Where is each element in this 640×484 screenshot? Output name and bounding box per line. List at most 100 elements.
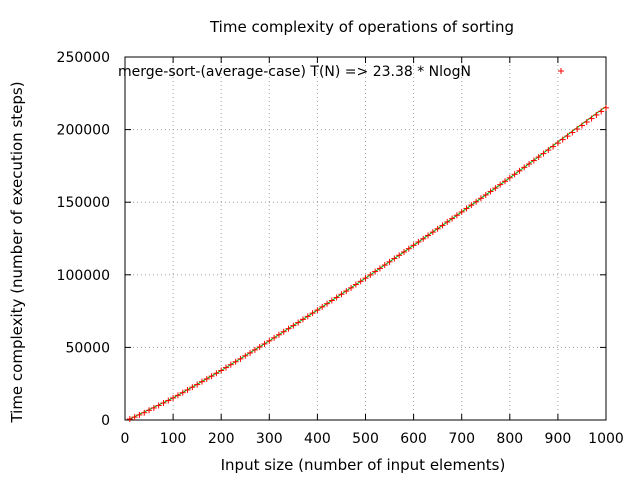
data-point-marker [492,185,499,192]
x-tick-label: 1000 [588,431,624,447]
x-tick-label: 200 [208,431,235,447]
data-point-marker [372,268,379,275]
data-point-marker [227,361,234,368]
data-point-marker [521,164,528,171]
x-tick-label: 100 [160,431,187,447]
data-point-marker [261,340,268,347]
data-point-marker [598,108,605,115]
y-tick-label: 250000 [57,50,110,66]
data-point-marker [165,397,172,404]
data-point-marker [449,215,456,222]
data-point-marker [376,265,383,272]
data-point-marker [328,297,335,304]
data-point-marker [444,218,451,225]
data-point-marker [309,310,316,317]
data-point-marker [280,328,287,335]
data-point-marker [516,167,523,174]
data-point-marker [223,364,230,371]
legend-marker-merge-sort [558,68,564,74]
series-line-fit [129,105,607,420]
data-point-marker [155,402,162,409]
data-point-marker [208,373,215,380]
data-point-marker [526,161,533,168]
tick-labels: 0 100 200 300 400 500 600 700 800 900 1000 0 50000 10… [57,50,624,447]
data-point-marker [179,389,186,396]
data-point-marker [429,229,436,236]
data-point-marker [324,300,331,307]
data-point-marker [559,136,566,143]
data-point-marker [266,337,273,344]
axes [124,56,607,421]
data-point-marker [338,291,345,298]
x-tick-label: 500 [352,431,379,447]
data-point-marker [410,242,417,249]
y-tick-label: 50000 [65,340,110,356]
data-point-marker [194,381,201,388]
data-point-marker [150,404,157,411]
data-point-marker [333,294,340,301]
data-point-marker [425,232,432,239]
data-point-marker [362,275,369,282]
data-point-marker [304,313,311,320]
legend: merge-sort-(average-case) T(N) => 23.38 … [118,64,564,80]
data-point-marker [400,249,407,256]
data-point-marker [213,370,220,377]
data-point-marker [367,271,374,278]
data-point-marker [237,355,244,362]
data-point-marker [391,255,398,262]
data-point-marker [511,171,518,178]
data-point-marker [184,386,191,393]
data-point-marker [453,212,460,219]
data-point-marker [482,191,489,198]
data-point-marker [352,281,359,288]
chart-title: Time complexity of operations of sorting [209,18,514,36]
data-point-marker [574,126,581,133]
y-tick-label: 100000 [57,268,110,284]
data-point-marker [189,384,196,391]
x-tick-label: 0 [121,431,130,447]
data-point-marker [285,325,292,332]
series-layer [126,104,609,422]
data-point-marker [131,414,138,421]
data-point-marker [170,394,177,401]
data-point-marker [477,195,484,202]
data-point-marker [593,111,600,118]
data-point-marker [251,346,258,353]
data-point-marker [535,154,542,161]
x-tick-label: 400 [304,431,331,447]
data-point-marker [357,278,364,285]
x-tick-label: 300 [256,431,283,447]
data-point-marker [420,235,427,242]
x-axis-label: Input size (number of input elements) [221,456,506,474]
x-tick-label: 600 [400,431,427,447]
data-point-marker [463,205,470,212]
data-point-marker [256,343,263,350]
data-point-marker [458,208,465,215]
data-point-marker [473,198,480,205]
data-point-marker [530,157,537,164]
data-point-marker [497,181,504,188]
data-point-marker [468,202,475,209]
data-point-marker [603,104,609,111]
data-point-marker [550,143,557,150]
data-point-marker [271,334,278,341]
data-point-marker [545,147,552,154]
data-point-marker [198,378,205,385]
data-point-marker [343,288,350,295]
data-point-marker [386,258,393,265]
y-tick-label: 0 [101,413,110,429]
data-point-marker [578,122,585,129]
data-point-marker [434,225,441,232]
data-point-marker [203,375,210,382]
data-point-marker [232,358,239,365]
data-point-marker [396,252,403,259]
data-point-marker [540,150,547,157]
data-point-marker [415,238,422,245]
data-point-marker [290,322,297,329]
data-point-marker [275,331,282,338]
data-point-marker [299,316,306,323]
data-point-marker [247,349,254,356]
data-point-marker [564,133,571,140]
data-point-marker [439,222,446,229]
legend-label-merge-sort: merge-sort-(average-case) T(N) => 23.38 … [118,64,471,80]
